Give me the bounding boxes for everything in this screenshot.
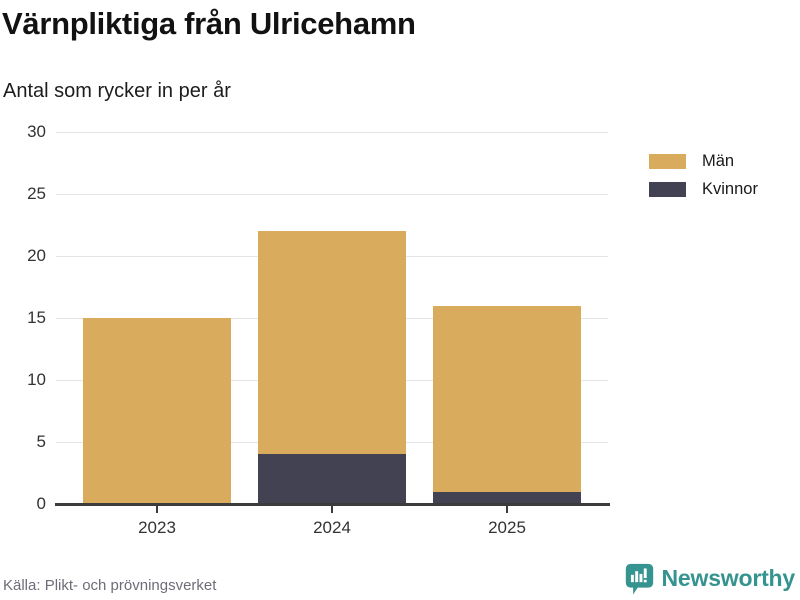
y-axis-label-10: 10 (27, 370, 46, 389)
bar-segment-man-2023 (83, 318, 231, 504)
y-axis-label-25: 25 (27, 184, 46, 203)
chart-title: Värnpliktiga från Ulricehamn (2, 6, 416, 41)
newsworthy-bubble-chart-icon (625, 563, 653, 595)
bar-segment-kvinnor-2025 (433, 491, 581, 504)
y-axis-label-5: 5 (36, 432, 46, 451)
x-axis-label-2025: 2025 (488, 518, 526, 537)
bar-segment-man-2024 (258, 231, 406, 455)
bar-segment-man-2025 (433, 305, 581, 492)
y-axis-label-30: 30 (27, 122, 46, 141)
legend-item-women: Kvinnor (649, 175, 758, 203)
newsworthy-logo: Newsworthy (624, 562, 795, 595)
y-axis-label-15: 15 (27, 308, 46, 327)
bar-segment-kvinnor-2024 (258, 454, 406, 504)
source-note: Källa: Plikt- och prövningsverket (3, 577, 217, 594)
y-axis-label-0: 0 (36, 494, 46, 513)
newsworthy-wordmark: Newsworthy (661, 565, 796, 591)
legend: Män Kvinnor (649, 147, 758, 203)
y-axis-label-20: 20 (27, 246, 46, 265)
chart-subtitle: Antal som rycker in per år (3, 80, 231, 102)
gridline-30 (56, 131, 608, 133)
x-axis-line (55, 503, 610, 506)
x-tick-2023 (156, 506, 158, 513)
x-tick-2024 (331, 506, 333, 513)
x-tick-2025 (506, 506, 508, 513)
gridline-25 (56, 193, 608, 195)
legend-item-men: Män (649, 147, 758, 175)
legend-label-men: Män (702, 151, 735, 170)
men-color-swatch (649, 153, 686, 169)
x-axis-label-2024: 2024 (313, 518, 351, 537)
women-color-swatch (649, 181, 686, 197)
legend-label-women: Kvinnor (702, 179, 758, 198)
x-axis-label-2023: 2023 (138, 518, 176, 537)
